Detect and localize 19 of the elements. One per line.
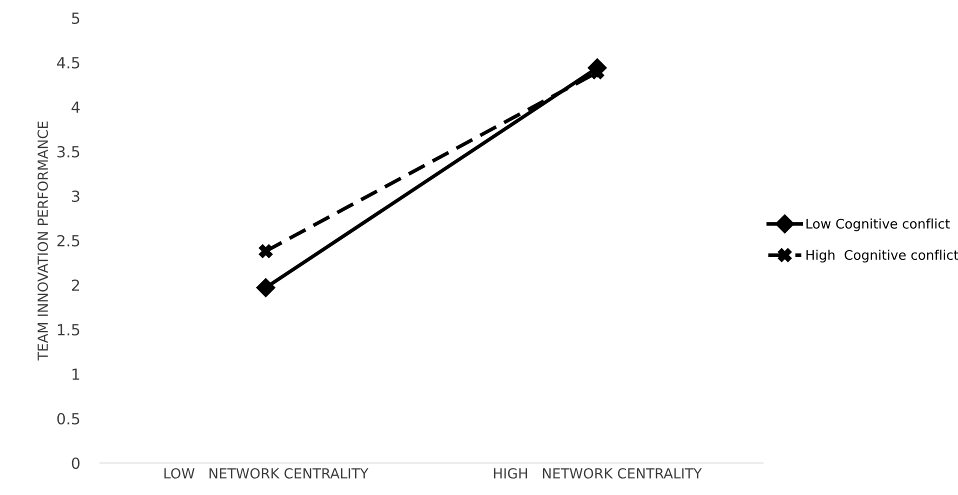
y-tick-label: 3.5 bbox=[57, 146, 80, 158]
x-tick-label: LOW NETWORK CENTRALITY bbox=[164, 468, 368, 479]
y-tick-label: 0 bbox=[72, 457, 80, 470]
point bbox=[258, 244, 273, 258]
point bbox=[588, 58, 607, 78]
y-tick-label: 2.5 bbox=[57, 234, 80, 247]
legend-label: High Cognitive conflict bbox=[806, 250, 958, 263]
y-tick-label: 4 bbox=[72, 102, 80, 113]
y-tick-label: 0.5 bbox=[57, 412, 80, 425]
y-tick-label: 4.5 bbox=[57, 57, 80, 69]
point bbox=[256, 278, 276, 298]
y-tick-label: 2 bbox=[72, 279, 80, 291]
x-tick-label: HIGH NETWORK CENTRALITY bbox=[494, 468, 702, 479]
y-axis-title: TEAM INNOVATION PERFORMANCE bbox=[38, 121, 48, 360]
legend-label: Low Cognitive conflict bbox=[806, 218, 950, 232]
y-tick-label: 1.5 bbox=[58, 324, 80, 336]
y-tick-label: 1 bbox=[72, 368, 80, 380]
y-tick-label: 5 bbox=[72, 12, 80, 24]
y-tick-label: 3 bbox=[72, 190, 80, 202]
